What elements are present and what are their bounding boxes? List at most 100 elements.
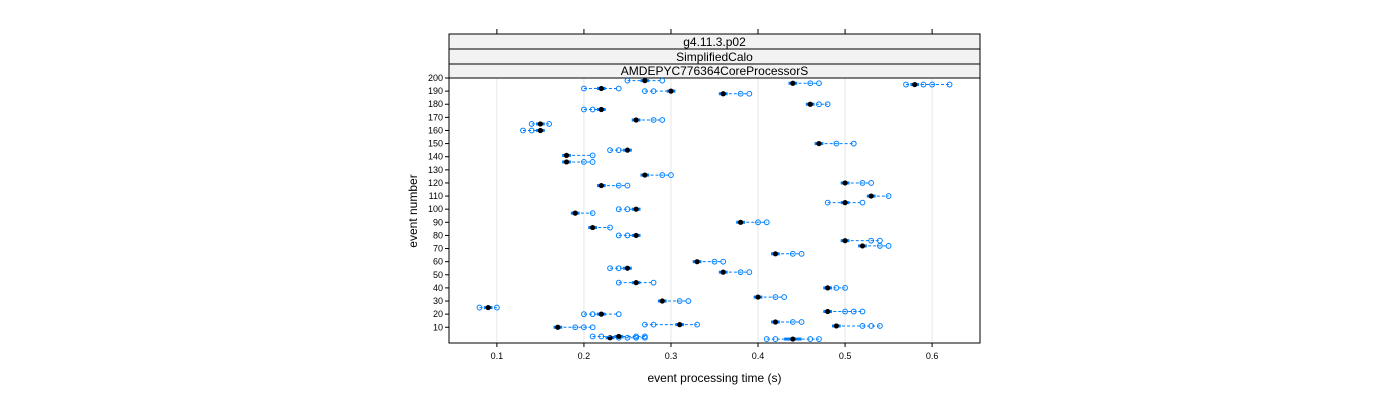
x-tick-label: 0.6 [926, 351, 939, 361]
outlier-point [746, 269, 753, 276]
strip-bottom: AMDEPYC776364CoreProcessorS [448, 63, 981, 79]
strip-top-label: g4.11.3.p02 [683, 35, 746, 49]
outlier-point [607, 265, 613, 272]
y-tick-label: 80 [433, 230, 443, 240]
median-point [537, 127, 544, 134]
event-row [753, 294, 788, 300]
event-row [476, 304, 500, 311]
outlier-point [772, 294, 779, 300]
outlier-point [833, 285, 840, 291]
median-point [633, 117, 639, 123]
median-point [816, 140, 822, 147]
event-row [596, 182, 631, 189]
outlier-point [607, 147, 613, 154]
outlier-point [676, 298, 683, 304]
median-point [833, 323, 839, 329]
x-axis: 0.1 0.2 0.3 0.4 0.5 0.6 [491, 29, 939, 361]
event-row [903, 81, 953, 88]
median-point [616, 333, 622, 340]
median-point [633, 280, 639, 286]
outlier-point [885, 193, 892, 199]
event-row [615, 232, 641, 239]
outlier-point [876, 237, 883, 244]
outlier-point [816, 80, 822, 87]
event-row [824, 199, 866, 206]
median-point [738, 219, 744, 225]
outlier-point [624, 232, 631, 239]
outlier-point [598, 333, 605, 340]
outlier-point [833, 140, 840, 147]
x-tick-label: 0.1 [491, 351, 504, 361]
median-point [825, 285, 831, 291]
event-row [589, 333, 648, 340]
median-point [607, 335, 613, 341]
outlier-point [650, 117, 657, 123]
event-row [581, 106, 606, 113]
median-point [598, 85, 604, 92]
event-row [840, 237, 883, 244]
median-point [668, 88, 674, 94]
outlier-point [746, 90, 753, 97]
median-point [842, 180, 848, 186]
outlier-point [789, 319, 796, 325]
event-row [641, 321, 700, 328]
median-point [772, 251, 779, 257]
outlier-point [615, 232, 622, 239]
outlier-point [781, 294, 788, 300]
outlier-point [659, 172, 666, 178]
event-row [562, 152, 596, 159]
outlier-point [624, 206, 631, 213]
outlier-point [633, 333, 640, 340]
event-row [615, 279, 657, 286]
outlier-point [807, 336, 814, 342]
event-row [736, 219, 770, 226]
outlier-point [685, 298, 692, 304]
outlier-point [528, 121, 535, 127]
y-tick-label: 180 [428, 99, 443, 109]
event-row [692, 258, 727, 265]
median-point [537, 121, 544, 127]
outlier-point [946, 81, 953, 88]
outlier-point [581, 85, 587, 92]
x-tick-label: 0.3 [665, 351, 678, 361]
median-point [659, 298, 665, 304]
x-axis-title: event processing time (s) [647, 371, 781, 385]
event-row [814, 140, 857, 147]
y-tick-label: 140 [428, 152, 443, 162]
median-point [572, 210, 578, 216]
median-point [772, 319, 779, 325]
outlier-point [615, 265, 622, 272]
outlier-point [850, 140, 857, 147]
median-point [755, 294, 761, 300]
median-point [825, 308, 831, 315]
event-row [607, 147, 632, 154]
event-row [763, 336, 822, 342]
outlier-point [607, 224, 613, 231]
y-tick-label: 150 [428, 139, 443, 149]
x-tick-label: 0.5 [839, 351, 852, 361]
event-row [718, 90, 753, 97]
outlier-point [589, 159, 596, 165]
outlier-point [650, 88, 657, 95]
outlier-point [589, 152, 596, 159]
y-tick-label: 190 [428, 86, 443, 96]
outlier-point [842, 285, 848, 291]
outlier-point [859, 308, 866, 315]
y-tick-label: 200 [428, 73, 443, 83]
strip-bottom-label: AMDEPYC776364CoreProcessorS [621, 64, 808, 78]
outlier-point [624, 77, 631, 84]
outlier-point [850, 308, 857, 315]
y-tick-label: 50 [433, 270, 443, 280]
y-tick-label: 10 [433, 322, 443, 332]
outlier-point [615, 147, 622, 154]
y-tick-label: 20 [433, 309, 443, 319]
event-row [641, 88, 676, 95]
event-row [607, 265, 632, 272]
y-tick-label: 110 [429, 191, 443, 201]
event-row [615, 206, 641, 213]
event-row [788, 80, 822, 87]
outlier-point [520, 127, 526, 134]
strip-bottom-bg [448, 63, 981, 79]
outlier-point [816, 101, 822, 108]
median-point [859, 243, 866, 249]
